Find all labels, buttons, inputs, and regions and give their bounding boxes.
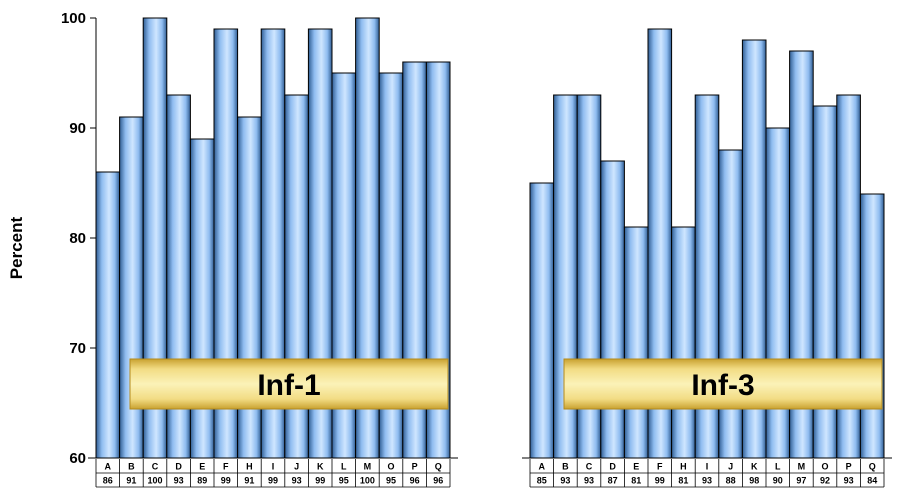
bar-Inf-1-E [189,138,215,459]
x-category-label: L [775,462,781,472]
x-category-label: Q [435,462,442,472]
panel-banner [563,358,883,410]
x-category-label: H [680,462,687,472]
data-value-label: 100 [360,476,375,486]
x-category-label: M [798,462,806,472]
data-value-label: 99 [655,476,665,486]
data-value-label: 91 [126,476,136,486]
x-category-label: Q [869,462,876,472]
x-category-label: K [317,462,324,472]
data-value-label: 98 [749,476,759,486]
y-tick-label: 60 [69,450,86,467]
data-value-label: 93 [844,476,854,486]
y-tick-label: 80 [69,230,86,247]
data-value-label: 99 [268,476,278,486]
data-value-label: 88 [726,476,736,486]
data-value-label: 93 [174,476,184,486]
data-value-label: 96 [410,476,420,486]
data-value-label: 93 [584,476,594,486]
panel-label: Inf-1 [257,369,320,402]
x-category-label: K [751,462,758,472]
x-category-label: A [539,462,546,472]
x-category-label: H [246,462,253,472]
x-category-label: I [272,462,275,472]
data-value-label: 95 [386,476,396,486]
data-value-label: 93 [292,476,302,486]
data-value-label: 81 [631,476,641,486]
bar-Inf-1-A [95,171,121,459]
x-category-label: B [128,462,135,472]
x-category-label: A [105,462,112,472]
data-value-label: 99 [315,476,325,486]
x-category-label: B [562,462,569,472]
bar-Inf-3-A [529,182,555,459]
data-value-label: 92 [820,476,830,486]
data-value-label: 100 [147,476,162,486]
x-category-label: C [152,462,159,472]
data-value-label: 91 [244,476,254,486]
data-value-label: 95 [339,476,349,486]
data-value-label: 99 [221,476,231,486]
x-category-label: P [846,462,852,472]
bar-Inf-3-D [600,160,625,459]
bar-Inf-3-Q [859,193,885,459]
x-category-label: I [706,462,709,472]
x-category-label: M [364,462,372,472]
data-value-label: 81 [678,476,688,486]
x-category-label: O [821,462,828,472]
y-axis-title: Percent [7,216,26,279]
x-category-label: D [609,462,616,472]
y-tick-label: 100 [61,10,86,27]
bar-Inf-3-E [623,226,649,459]
y-tick-label: 90 [69,120,86,137]
x-category-label: F [657,462,663,472]
data-value-label: 90 [773,476,783,486]
x-category-label: F [223,462,229,472]
x-category-label: C [586,462,593,472]
data-value-label: 93 [702,476,712,486]
data-value-label: 93 [560,476,570,486]
panel-banner [129,358,449,410]
bar-Inf-3-H [671,226,696,459]
x-category-label: D [175,462,182,472]
x-category-label: L [341,462,347,472]
panel-label: Inf-3 [691,369,754,402]
x-category-label: E [633,462,639,472]
data-value-label: 96 [433,476,443,486]
x-category-label: O [387,462,394,472]
x-category-label: J [728,462,733,472]
data-value-label: 86 [103,476,113,486]
x-category-label: P [412,462,418,472]
data-value-label: 89 [197,476,207,486]
data-value-label: 87 [608,476,618,486]
y-tick-label: 70 [69,340,86,357]
x-category-label: J [294,462,299,472]
data-value-label: 84 [867,476,877,486]
bar-Inf-3-J [718,149,743,459]
x-category-label: E [199,462,205,472]
data-value-label: 97 [796,476,806,486]
data-value-label: 85 [537,476,547,486]
